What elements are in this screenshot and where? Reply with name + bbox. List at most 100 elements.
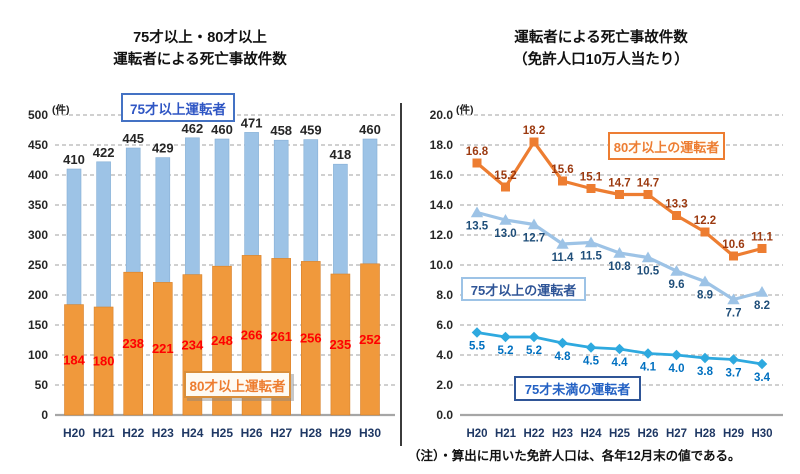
marker-square: [472, 158, 482, 168]
svg-text:234: 234: [182, 337, 204, 352]
svg-text:10.6: 10.6: [722, 239, 744, 251]
svg-text:3.4: 3.4: [754, 372, 771, 384]
bar: [64, 304, 84, 416]
svg-text:2.0: 2.0: [436, 378, 453, 392]
svg-text:H23: H23: [552, 428, 573, 440]
svg-text:429: 429: [152, 141, 174, 156]
svg-text:459: 459: [300, 123, 322, 138]
marker-diamond: [728, 354, 739, 365]
svg-text:5.5: 5.5: [469, 341, 486, 353]
legend-box-75-plus-line: 75才以上の運転者: [461, 277, 586, 301]
marker-diamond: [528, 331, 540, 343]
svg-text:15.2: 15.2: [494, 170, 516, 182]
svg-text:4.4: 4.4: [612, 357, 629, 369]
svg-text:248: 248: [211, 333, 233, 348]
marker-triangle: [698, 275, 712, 287]
marker-diamond: [699, 352, 711, 364]
svg-text:100: 100: [28, 348, 48, 362]
svg-text:450: 450: [28, 138, 48, 152]
svg-text:0.0: 0.0: [436, 408, 453, 422]
right-chart-unit-label: (件): [456, 104, 474, 116]
svg-text:16.8: 16.8: [466, 146, 489, 158]
svg-text:238: 238: [122, 336, 144, 351]
marker-diamond: [756, 358, 768, 370]
svg-text:0: 0: [41, 408, 48, 422]
svg-text:H22: H22: [523, 428, 544, 440]
svg-text:H24: H24: [580, 428, 602, 440]
svg-text:14.7: 14.7: [637, 178, 659, 190]
svg-text:H26: H26: [637, 428, 658, 440]
svg-text:8.9: 8.9: [697, 290, 713, 302]
svg-text:14.7: 14.7: [608, 178, 630, 190]
bar: [153, 282, 173, 416]
svg-text:10.0: 10.0: [430, 258, 454, 272]
left-chart-title-line2: 運転者による死亡事故件数: [113, 52, 287, 69]
legend-box-75-plus-drivers: 75才以上運転者: [121, 93, 235, 122]
svg-text:6.0: 6.0: [436, 318, 453, 332]
svg-text:H20: H20: [63, 426, 85, 440]
svg-text:18.0: 18.0: [430, 138, 454, 152]
svg-text:H30: H30: [751, 428, 772, 440]
marker-square: [586, 184, 596, 193]
svg-text:350: 350: [28, 198, 48, 212]
svg-text:10.8: 10.8: [608, 261, 631, 273]
bar-value-labels-0: 410 422 445 429 462 460 471 458 459 418 460: [63, 115, 381, 167]
marker-diamond: [614, 343, 625, 355]
x-axis-labels: H20 H21 H22 H23 H24 H25 H26 H27 H28 H29 H30: [466, 428, 772, 440]
marker-square: [558, 176, 567, 186]
left-chart-unit-label: (件): [52, 104, 70, 116]
svg-text:H22: H22: [122, 426, 144, 440]
svg-text:250: 250: [28, 258, 48, 272]
svg-text:4.5: 4.5: [583, 356, 600, 368]
bar: [300, 261, 321, 416]
svg-text:13.0: 13.0: [494, 228, 516, 240]
line-series-0: 16.8 15.2 18.2 15.6 15.1 14.7 14.7 13.3 12.2 10.6…: [466, 125, 773, 261]
bar: [123, 271, 143, 416]
marker-square: [643, 190, 653, 199]
bar: [330, 273, 351, 416]
svg-text:16.0: 16.0: [430, 168, 454, 182]
svg-text:12.0: 12.0: [430, 228, 454, 242]
svg-text:50: 50: [35, 378, 49, 392]
svg-text:H27: H27: [666, 428, 687, 440]
marker-triangle: [470, 206, 484, 218]
svg-text:11.5: 11.5: [580, 251, 602, 263]
legend-box-under-75-line: 75才未満の運転者: [514, 376, 641, 401]
svg-text:H21: H21: [495, 428, 517, 440]
svg-text:184: 184: [63, 352, 85, 367]
svg-text:8.2: 8.2: [754, 300, 770, 312]
svg-text:10.5: 10.5: [637, 266, 660, 278]
svg-text:261: 261: [270, 329, 292, 344]
bar: [93, 306, 114, 416]
marker-square: [501, 182, 510, 192]
svg-text:H21: H21: [93, 426, 115, 440]
svg-text:3.7: 3.7: [726, 368, 742, 380]
svg-text:7.7: 7.7: [726, 308, 742, 320]
svg-text:462: 462: [182, 121, 204, 136]
svg-text:15.1: 15.1: [580, 172, 603, 184]
marker-diamond: [500, 331, 511, 343]
svg-text:H24: H24: [181, 426, 203, 440]
marker-diamond: [557, 337, 568, 349]
line-chart-per-100k-license: 0.0 2.0 4.0 6.0 8.0 10.0 12.0 14.0 16.0 18.0 20.0 1…: [430, 108, 783, 440]
svg-text:300: 300: [28, 228, 48, 242]
svg-text:11.1: 11.1: [751, 232, 773, 244]
svg-text:H28: H28: [300, 426, 322, 440]
svg-text:4.0: 4.0: [669, 363, 685, 375]
marker-square: [615, 190, 624, 199]
marker-triangle: [584, 236, 598, 248]
legend-box-80-plus-line: 80才以上の運転者: [608, 132, 725, 160]
svg-text:18.2: 18.2: [523, 125, 545, 137]
svg-text:13.3: 13.3: [665, 199, 687, 211]
marker-square: [729, 251, 738, 261]
marker-triangle: [641, 251, 655, 263]
svg-text:422: 422: [93, 145, 115, 160]
marker-triangle: [527, 218, 541, 230]
marker-triangle: [556, 238, 569, 249]
svg-text:4.0: 4.0: [436, 348, 453, 362]
svg-text:H26: H26: [241, 426, 263, 440]
footnote-text: （注）・算出に用いた免許人口は、各年12月末の値である。: [408, 449, 741, 463]
marker-diamond: [585, 342, 597, 353]
